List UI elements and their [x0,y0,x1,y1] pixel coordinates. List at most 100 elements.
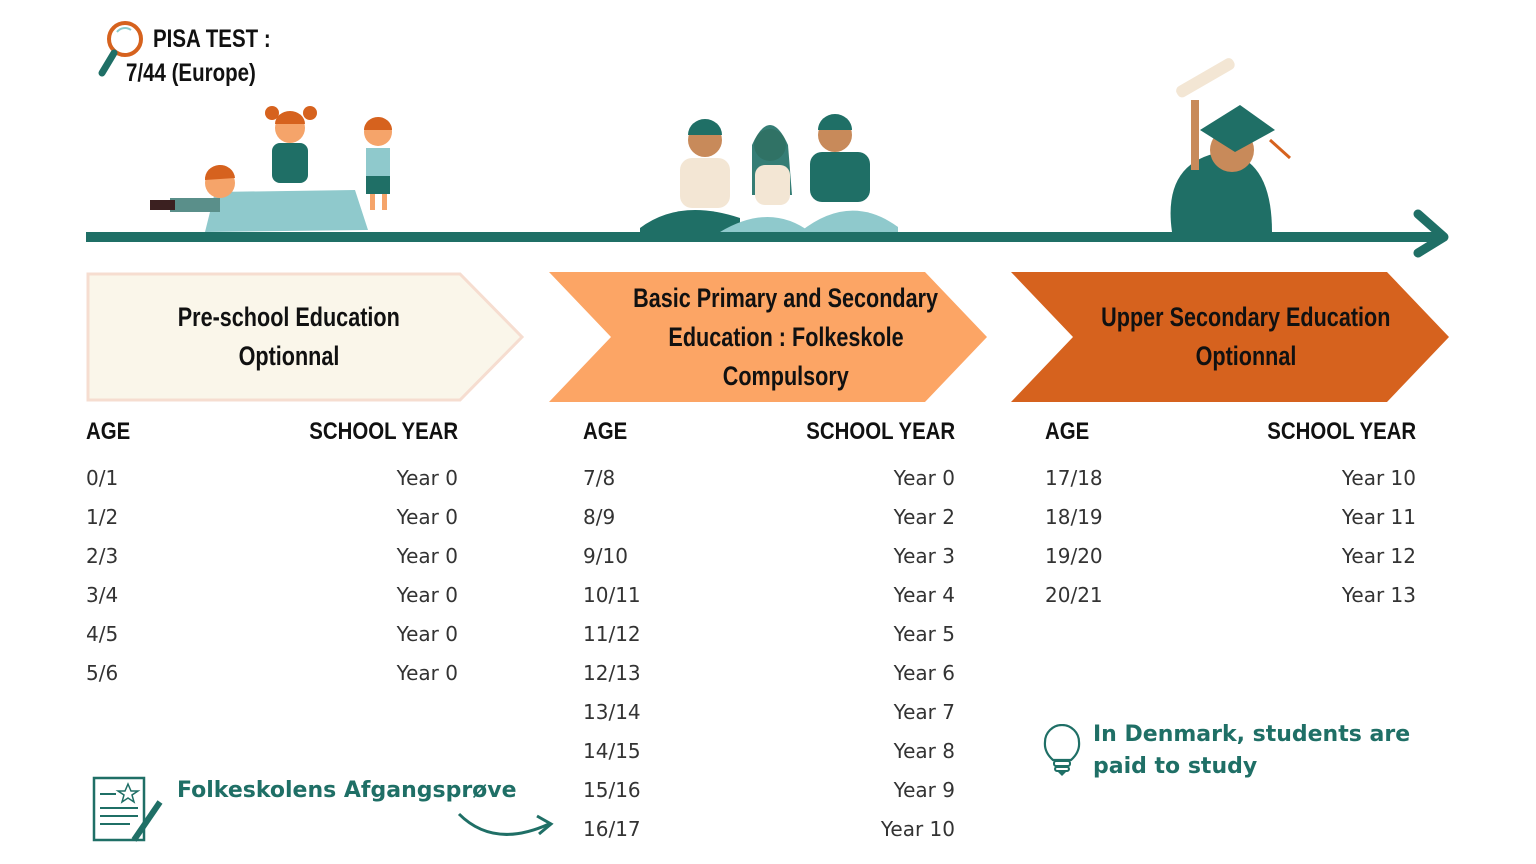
age-cell: 16/17 [583,817,641,841]
chevron-shape [1011,272,1449,402]
age-cell: 1/2 [86,505,119,529]
school-year-cell: Year 7 [893,700,955,724]
school-year-cell: Year 10 [1341,466,1416,490]
school-year-cell: Year 13 [1341,583,1416,607]
school-year-cell: Year 6 [893,661,955,685]
table-row: 20/21 Year 13 [1045,576,1416,615]
table-row: 10/11 Year 4 [583,576,955,615]
curved-arrow-icon [457,812,554,836]
folkeskole-table: AGE SCHOOL YEAR 7/8 Year 0 8/9 Year 2 9/10 Yea… [583,418,955,849]
table-header: AGE SCHOOL YEAR [1045,418,1416,448]
note-text: In Denmark, students are paid to study [1093,719,1410,783]
school-year-cell: Year 0 [396,544,458,568]
age-cell: 0/1 [86,466,119,490]
school-year-cell: Year 8 [893,739,955,763]
students-illustration [640,114,898,233]
school-year-cell: Year 9 [893,778,955,802]
stage-title: Basic Primary and Secondary [633,282,939,313]
exam-label: Folkeskolens Afgangsprøve [177,778,517,803]
age-header: AGE [86,418,131,445]
table-row: 2/3 Year 0 [86,537,458,576]
stage-upper-secondary: Upper Secondary Education Optionnal [1011,272,1451,402]
age-cell: 9/10 [583,544,628,568]
table-row: 5/6 Year 0 [86,654,458,693]
lightbulb-icon [1043,724,1081,776]
age-cell: 7/8 [583,466,616,490]
note-line-2: paid to study [1093,754,1258,779]
children-illustration [150,106,392,232]
stage-status: Optionnal [238,341,340,371]
school-year-cell: Year 0 [396,466,458,490]
age-cell: 4/5 [86,622,119,646]
school-year-cell: Year 11 [1341,505,1416,529]
pisa-rank: 7/44 (Europe) [126,59,256,87]
table-row: 7/8 Year 0 [583,459,955,498]
stage-status: Compulsory [722,360,850,391]
age-header: AGE [583,418,628,445]
stage-folkeskole: Basic Primary and Secondary Education : … [549,272,989,402]
chevron-shape [549,272,987,402]
school-year-cell: Year 10 [880,817,955,841]
age-cell: 15/16 [583,778,641,802]
age-cell: 17/18 [1045,466,1103,490]
table-row: 4/5 Year 0 [86,615,458,654]
age-header: AGE [1045,418,1090,445]
chevron-shape [86,272,525,402]
table-header: AGE SCHOOL YEAR [583,418,955,448]
table-row: 14/15 Year 8 [583,732,955,771]
age-cell: 20/21 [1045,583,1103,607]
graduate-illustration [1170,58,1292,232]
table-header: AGE SCHOOL YEAR [86,418,458,448]
age-cell: 18/19 [1045,505,1103,529]
table-row: 3/4 Year 0 [86,576,458,615]
school-year-cell: Year 2 [893,505,955,529]
table-row: 13/14 Year 7 [583,693,955,732]
stage-title-2: Education : Folkeskole [668,321,904,352]
timeline-arrow [86,58,1449,258]
school-year-cell: Year 5 [893,622,955,646]
age-cell: 13/14 [583,700,641,724]
school-year-cell: Year 3 [893,544,955,568]
age-cell: 8/9 [583,505,616,529]
note-line-1: In Denmark, students are [1093,722,1411,747]
magnifying-glass-icon [98,21,143,77]
upper-secondary-table: AGE SCHOOL YEAR 17/18 Year 10 18/19 Year 11 1… [1045,418,1416,615]
age-cell: 5/6 [86,661,119,685]
school-year-cell: Year 0 [893,466,955,490]
table-row: 18/19 Year 11 [1045,498,1416,537]
age-cell: 12/13 [583,661,641,685]
table-row: 15/16 Year 9 [583,771,955,810]
table-row: 8/9 Year 2 [583,498,955,537]
school-year-header: SCHOOL YEAR [1267,418,1416,445]
table-row: 11/12 Year 5 [583,615,955,654]
table-row: 16/17 Year 10 [583,810,955,849]
age-cell: 11/12 [583,622,641,646]
school-year-header: SCHOOL YEAR [806,418,955,445]
age-cell: 2/3 [86,544,119,568]
pisa-title: PISA TEST : [153,25,271,53]
stage-title: Upper Secondary Education [1101,302,1391,332]
age-cell: 14/15 [583,739,641,763]
stage-preschool: Pre-school Education Optionnal [86,272,526,402]
table-row: 19/20 Year 12 [1045,537,1416,576]
table-row: 0/1 Year 0 [86,459,458,498]
stage-status: Optionnal [1195,341,1297,371]
school-year-cell: Year 0 [396,622,458,646]
table-row: 17/18 Year 10 [1045,459,1416,498]
age-cell: 10/11 [583,583,641,607]
school-year-cell: Year 0 [396,661,458,685]
stage-title: Pre-school Education [177,302,401,332]
table-row: 12/13 Year 6 [583,654,955,693]
preschool-table: AGE SCHOOL YEAR 0/1 Year 0 1/2 Year 0 2/3 Year… [86,418,458,693]
table-row: 1/2 Year 0 [86,498,458,537]
table-row: 9/10 Year 3 [583,537,955,576]
certificate-icon [92,776,163,842]
school-year-cell: Year 0 [396,583,458,607]
school-year-cell: Year 0 [396,505,458,529]
school-year-header: SCHOOL YEAR [309,418,458,445]
school-year-cell: Year 12 [1341,544,1416,568]
school-year-cell: Year 4 [893,583,955,607]
age-cell: 19/20 [1045,544,1103,568]
age-cell: 3/4 [86,583,119,607]
